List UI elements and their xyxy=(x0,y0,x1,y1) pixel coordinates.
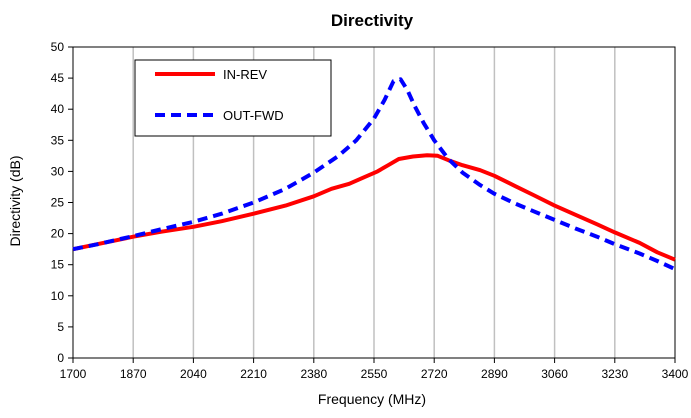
legend-label-out-fwd: OUT-FWD xyxy=(223,108,284,123)
x-tick-label: 2550 xyxy=(361,367,388,381)
x-tick-label: 2720 xyxy=(421,367,448,381)
y-tick-label: 30 xyxy=(51,164,65,178)
y-tick-label: 5 xyxy=(57,320,64,334)
y-tick-label: 45 xyxy=(51,71,65,85)
series-layer xyxy=(72,77,676,271)
series-line-in-rev xyxy=(72,153,676,262)
y-tick-label: 0 xyxy=(57,351,64,365)
legend: IN-REV OUT-FWD xyxy=(134,59,332,137)
tick-layer: 1700 1870 2040 2210 2380 2550 2720 2890 3060 3230… xyxy=(51,40,689,381)
y-axis-title: Directivity (dB) xyxy=(7,155,23,246)
y-tick-label: 25 xyxy=(51,196,65,210)
chart-title: Directivity xyxy=(331,11,414,30)
series-line-out-fwd xyxy=(72,77,676,271)
x-tick-label: 2040 xyxy=(180,367,207,381)
x-tick-label: 1700 xyxy=(60,367,87,381)
y-tick-label: 10 xyxy=(51,289,65,303)
y-tick-label: 50 xyxy=(51,40,65,54)
x-tick-label: 1870 xyxy=(120,367,147,381)
legend-label-in-rev: IN-REV xyxy=(223,67,267,82)
y-tick-label: 40 xyxy=(51,102,65,116)
x-tick-label: 3230 xyxy=(601,367,628,381)
y-tick-label: 20 xyxy=(51,227,65,241)
x-axis-title: Frequency (MHz) xyxy=(318,391,426,407)
x-tick-label: 3060 xyxy=(541,367,568,381)
x-tick-label: 2210 xyxy=(240,367,267,381)
x-tick-label: 2890 xyxy=(481,367,508,381)
x-tick-label: 2380 xyxy=(300,367,327,381)
y-tick-label: 35 xyxy=(51,133,65,147)
x-tick-label: 3400 xyxy=(662,367,689,381)
y-tick-label: 15 xyxy=(51,258,65,272)
